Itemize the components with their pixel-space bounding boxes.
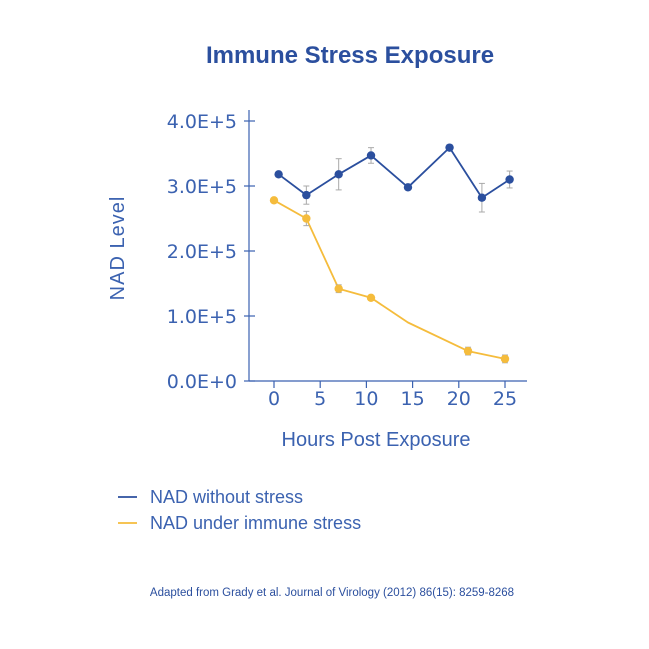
data-point — [302, 214, 311, 223]
data-point — [463, 346, 473, 356]
y-tick-label: 4.0E+5 — [167, 111, 237, 133]
data-point — [505, 175, 514, 184]
y-axis-label: NAD Level — [107, 196, 129, 301]
data-point — [334, 170, 343, 179]
legend: NAD without stress NAD under immune stres… — [118, 487, 361, 533]
y-tick-label: 0.0E+0 — [167, 371, 237, 393]
data-point — [445, 143, 454, 152]
x-tick-label: 25 — [493, 388, 517, 410]
legend-label: NAD under immune stress — [150, 513, 361, 533]
x-axis-label: Hours Post Exposure — [282, 429, 471, 451]
y-tick-label: 1.0E+5 — [167, 306, 237, 328]
x-tick-label: 10 — [354, 388, 378, 410]
series-line-1 — [273, 199, 506, 360]
y-tick-label: 2.0E+5 — [167, 241, 237, 263]
x-tick-label: 0 — [268, 388, 280, 410]
source-citation: Adapted from Grady et al. Journal of Vir… — [150, 587, 514, 599]
data-point — [403, 183, 413, 192]
data-point — [269, 196, 279, 205]
x-tick-label: 20 — [447, 388, 471, 410]
x-tick-label: 15 — [401, 388, 425, 410]
data-point — [500, 354, 510, 364]
data-point — [477, 193, 487, 202]
data-point — [302, 190, 311, 200]
plot-area: 0.0E+0 1.0E+5 2.0E+5 3.0E+5 4.0E+5 0 5 10 15 20 25 — [167, 110, 527, 410]
data-point — [366, 293, 376, 302]
y-tick-label: 3.0E+5 — [167, 176, 237, 198]
legend-label: NAD without stress — [150, 487, 303, 507]
series-line-0 — [278, 146, 511, 199]
data-point — [334, 284, 343, 293]
chart-title: Immune Stress Exposure — [206, 42, 494, 69]
data-point — [274, 170, 283, 179]
data-point — [366, 151, 376, 160]
x-tick-label: 5 — [314, 388, 326, 410]
